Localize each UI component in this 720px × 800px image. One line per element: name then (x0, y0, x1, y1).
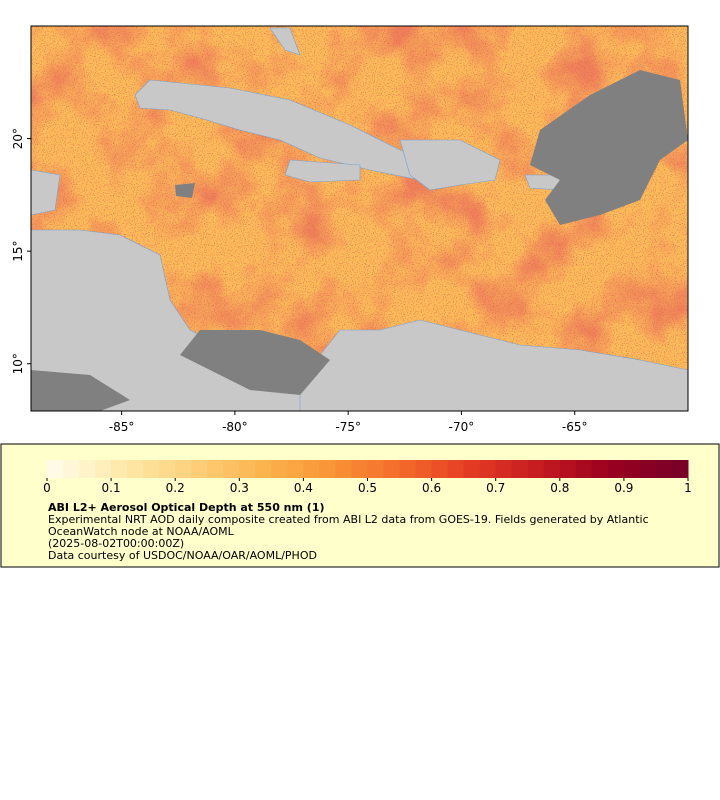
colorbar-segment (271, 460, 288, 478)
colorbar-segment (127, 460, 144, 478)
colorbar-segment (543, 460, 561, 478)
colorbar-segment (367, 460, 385, 478)
colorbar-segment (623, 460, 641, 478)
colorbar-segment (255, 460, 272, 478)
colorbar-segment (415, 460, 433, 478)
legend-line: (2025-08-02T00:00:00Z) (48, 537, 184, 550)
colorbar-segment (591, 460, 609, 478)
colorbar-segment (479, 460, 497, 478)
map-image (31, 26, 688, 411)
colorbar-segment (399, 460, 417, 478)
colorbar-tick-label: 0.4 (294, 481, 313, 495)
colorbar-segment (47, 460, 64, 478)
lon-tick-label: -70° (449, 420, 475, 434)
colorbar-segment (287, 460, 304, 478)
colorbar-segment (463, 460, 481, 478)
colorbar-segment (191, 460, 208, 478)
legend-line: Experimental NRT AOD daily composite cre… (48, 513, 649, 526)
colorbar-segment (63, 460, 80, 478)
colorbar-segment (639, 460, 657, 478)
colorbar-tick-label: 0.3 (230, 481, 249, 495)
colorbar-segment (511, 460, 529, 478)
lon-tick-label: -75° (335, 420, 361, 434)
colorbar-segment (655, 460, 673, 478)
colorbar-tick-label: 0.1 (102, 481, 121, 495)
colorbar-segment (559, 460, 577, 478)
colorbar-segment (111, 460, 128, 478)
colorbar-tick-label: 0.2 (166, 481, 185, 495)
colorbar-tick-label: 0.5 (358, 481, 377, 495)
legend-line: OceanWatch node at NOAA/AOML (48, 525, 235, 538)
colorbar-tick-label: 0.9 (614, 481, 633, 495)
colorbar-segment (223, 460, 240, 478)
map-frame (30, 25, 689, 412)
colorbar-segment (447, 460, 465, 478)
colorbar-tick-label: 1 (684, 481, 692, 495)
lon-tick-label: -80° (222, 420, 248, 434)
colorbar-segment (495, 460, 513, 478)
lat-tick-label: 20° (11, 128, 25, 149)
colorbar-tick-label: 0.7 (486, 481, 505, 495)
colorbar-segment (383, 460, 401, 478)
colorbar-segment (527, 460, 545, 478)
colorbar-segment (575, 460, 593, 478)
colorbar-segment (239, 460, 256, 478)
colorbar-segment (95, 460, 112, 478)
colorbar-segment (351, 460, 368, 478)
colorbar-segment (143, 460, 160, 478)
colorbar-segment (607, 460, 625, 478)
colorbar-tick-label: 0.8 (550, 481, 569, 495)
colorbar-segment (303, 460, 320, 478)
colorbar-segment (431, 460, 449, 478)
lon-tick-label: -85° (109, 420, 135, 434)
legend-line: Data courtesy of USDOC/NOAA/OAR/AOML/PHO… (48, 549, 317, 562)
legend-title: ABI L2+ Aerosol Optical Depth at 550 nm … (48, 501, 325, 514)
colorbar-tick-label: 0.6 (422, 481, 441, 495)
colorbar-segment (319, 460, 336, 478)
colorbar-segment (671, 460, 689, 478)
lat-tick-label: 10° (11, 353, 25, 374)
colorbar-tick-label: 0 (43, 481, 51, 495)
colorbar-segment (159, 460, 176, 478)
colorbar-segment (207, 460, 224, 478)
cloud-mask (31, 70, 688, 411)
colorbar-segment (79, 460, 96, 478)
colorbar-segment (335, 460, 352, 478)
colorbar-segment (175, 460, 192, 478)
lon-tick-label: -65° (562, 420, 588, 434)
lat-tick-label: 15° (11, 241, 25, 262)
